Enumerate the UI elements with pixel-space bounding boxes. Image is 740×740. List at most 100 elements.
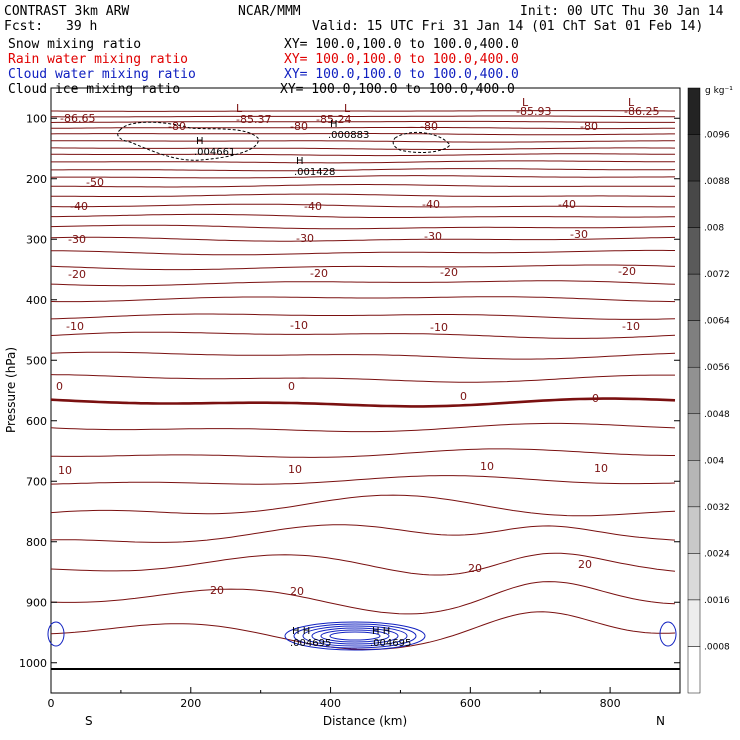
isotherm-line xyxy=(51,140,675,143)
temperature-label-9: -50 xyxy=(86,176,104,189)
colorbar-swatch-5 xyxy=(687,320,701,368)
field-snow-xy: XY= 100.0,100.0 to 100.0,400.0 xyxy=(284,37,519,52)
cloud-water-contour xyxy=(302,625,408,647)
temperature-label-11: -40 xyxy=(304,200,322,213)
colorbar-label-10: .0016 xyxy=(704,596,730,606)
temperature-label-36: 20 xyxy=(468,562,482,575)
isotherm-line xyxy=(50,153,675,157)
isotherm-line xyxy=(50,397,676,408)
temperature-label-20: -20 xyxy=(440,266,458,279)
colorbar: .0096 .0088 .008 .0072 .0064 .0056 .0048 .004 .0… xyxy=(687,87,730,694)
field-cloudwater-label: Cloud water mixing ratio xyxy=(8,67,196,82)
cloud-ice-contour xyxy=(392,131,451,153)
colorbar-label-0: .0096 xyxy=(704,131,730,141)
isotherm-line xyxy=(51,147,676,150)
colorbar-swatch-1 xyxy=(687,134,701,182)
temperature-label-35: 20 xyxy=(290,585,304,598)
colorbar-label-11: .0008 xyxy=(704,642,730,652)
colorbar-label-7: .004 xyxy=(704,456,724,466)
x-tick-label-0: 0 xyxy=(48,697,55,710)
temperature-label-23: -10 xyxy=(290,319,308,332)
temperature-label-18: -20 xyxy=(68,268,86,281)
low-level-high-0: H H xyxy=(292,626,310,637)
isotherm-line xyxy=(50,374,675,383)
y-tick-label-9: 1000 xyxy=(19,657,47,670)
colorbar-swatch-4 xyxy=(687,273,701,321)
isotherm-line xyxy=(51,168,676,172)
temperature-label-31: 10 xyxy=(288,463,302,476)
high-marker-2: H xyxy=(296,156,304,167)
north-label: N xyxy=(656,714,665,728)
isotherm-line xyxy=(50,236,676,242)
contour-label-layer: -86.65 -85.37 -85.24 -85.93 -86.25 -80 -80 -80 -… xyxy=(56,96,659,649)
colorbar-swatch-12 xyxy=(687,646,701,694)
isotherm-line xyxy=(50,422,676,433)
temperature-label-22: -10 xyxy=(66,320,84,333)
x-tick-label-3: 600 xyxy=(460,697,481,710)
low-marker-3: L xyxy=(628,96,635,109)
temperature-label-19: -20 xyxy=(310,267,328,280)
x-axis: 0 200 400 600 800 xyxy=(48,687,681,710)
cloud-water-contour xyxy=(47,621,65,647)
field-rain-label: Rain water mixing ratio xyxy=(8,52,188,67)
init-time: Init: 00 UTC Thu 30 Jan 14 xyxy=(520,4,724,19)
x-tick-label-4: 800 xyxy=(600,697,621,710)
model-title: CONTRAST 3km ARW xyxy=(4,4,129,19)
temperature-label-8: -80 xyxy=(580,120,598,133)
cloud-ice-contour xyxy=(117,121,259,161)
low-level-value-0: .004695 xyxy=(290,638,331,649)
isotherm-line xyxy=(50,524,676,543)
isotherm-line xyxy=(50,313,676,320)
cloud-water-contour xyxy=(320,629,390,643)
isotherm-line xyxy=(50,175,675,179)
isotherm-line xyxy=(51,249,675,256)
isotherm-line xyxy=(51,203,675,208)
isotherm-line xyxy=(51,184,676,188)
high-marker-1: H xyxy=(330,119,338,130)
forecast-hours: 39 h xyxy=(66,19,97,34)
y-tick-label-2: 300 xyxy=(26,233,47,246)
colorbar-label-4: .0064 xyxy=(704,317,730,327)
isotherm-line xyxy=(51,193,675,197)
isotherm-line xyxy=(50,475,676,485)
temperature-label-28: 0 xyxy=(460,390,467,403)
field-snow-label: Snow mixing ratio xyxy=(8,37,141,52)
colorbar-swatch-11 xyxy=(687,599,701,647)
colorbar-label-3: .0072 xyxy=(704,270,730,280)
temperature-label-24: -10 xyxy=(430,321,448,334)
y-tick-label-0: 100 xyxy=(26,112,47,125)
isotherm-line xyxy=(51,115,675,118)
y-tick-label-5: 600 xyxy=(26,415,47,428)
high-value-1: .000883 xyxy=(328,130,369,141)
temperature-label-15: -30 xyxy=(296,232,314,245)
temperature-label-13: -40 xyxy=(558,198,576,211)
x-tick-label-2: 400 xyxy=(320,697,341,710)
colorbar-swatch-2 xyxy=(687,180,701,228)
colorbar-unit: g kg⁻¹ xyxy=(705,86,733,96)
colorbar-label-8: .0032 xyxy=(704,503,730,513)
plot-frame xyxy=(50,87,681,694)
isotherm-line xyxy=(50,331,676,339)
colorbar-swatch-9 xyxy=(687,506,701,554)
colorbar-label-9: .0024 xyxy=(704,549,730,559)
high-marker-0: H xyxy=(196,136,204,147)
temperature-label-7: -80 xyxy=(420,120,438,133)
south-label: S xyxy=(85,714,93,728)
y-tick-label-6: 700 xyxy=(26,475,47,488)
isotherm-line xyxy=(51,110,675,112)
isotherm-layer xyxy=(50,110,676,650)
temperature-label-6: -80 xyxy=(290,120,308,133)
colorbar-label-1: .0088 xyxy=(704,177,730,187)
isotherm-line xyxy=(50,296,676,303)
cloud-water-contour xyxy=(284,621,426,651)
y-tick-label-1: 200 xyxy=(26,173,47,186)
x-tick-label-1: 200 xyxy=(180,697,201,710)
field-cloudice-xy: XY= 100.0,100.0 to 100.0,400.0 xyxy=(280,82,515,97)
temperature-label-17: -30 xyxy=(570,228,588,241)
isotherm-line xyxy=(50,611,676,650)
temperature-label-5: -80 xyxy=(168,120,186,133)
cloud-contour-layer xyxy=(47,121,677,651)
y-axis-label: Pressure (hPa) xyxy=(4,347,18,433)
colorbar-swatch-8 xyxy=(687,460,701,508)
